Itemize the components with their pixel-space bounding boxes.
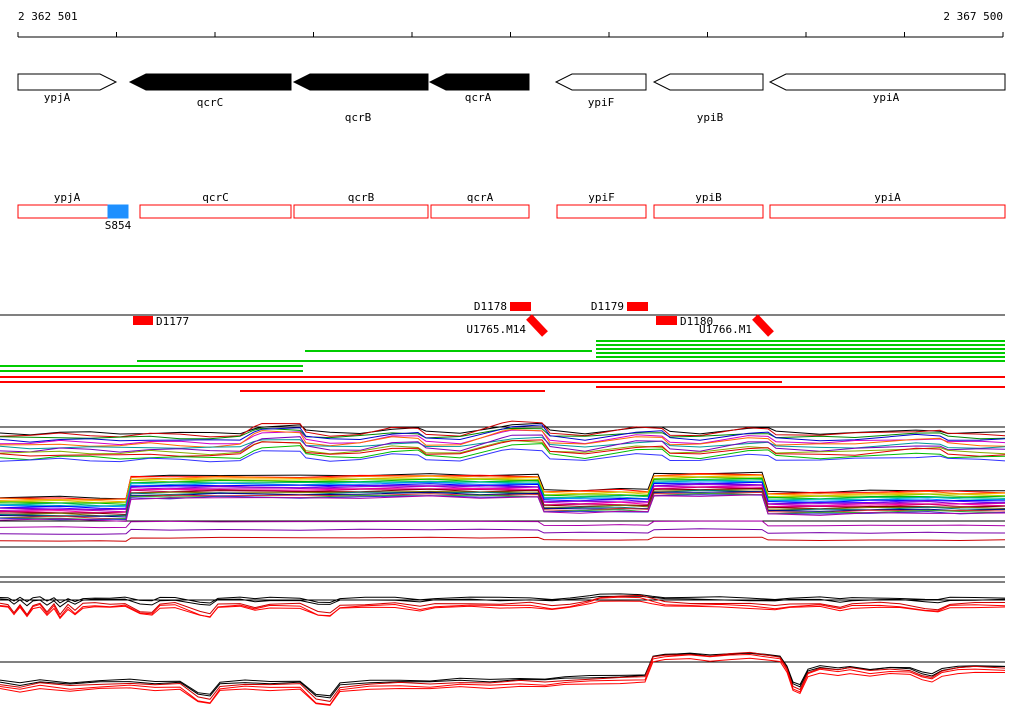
expr-upper-series (0, 443, 1006, 461)
feature-glyph-D1177[interactable] (133, 316, 153, 325)
gene-arrow-qcrC[interactable] (128, 73, 292, 91)
gene-arrow-ypiA[interactable] (768, 73, 1006, 91)
gene-arrow-ypiB[interactable] (652, 73, 764, 91)
cgh-bottom-series (0, 652, 1006, 699)
coordinate-right-label: 2 367 500 (943, 10, 1003, 23)
gene-arrow-track: ypjA qcrC qcrB qcrA ypiF ypiB ypiA (17, 73, 1006, 124)
cgh-mid-series (0, 594, 1005, 616)
gene-arrow-ypjA[interactable] (17, 73, 118, 91)
feature-glyph-U1766.M1[interactable] (752, 314, 774, 337)
gene-arrow-label: qcrA (465, 91, 492, 104)
gene-box-label: ypiF (588, 191, 615, 204)
cgh-bottom-series (0, 657, 1006, 706)
gene-arrow-label: qcrB (345, 111, 372, 124)
expression-plot-area (0, 420, 1006, 706)
gene-box-label: ypiA (874, 191, 901, 204)
expr-upper-series (0, 427, 1006, 440)
gene-box-qcrA[interactable] (430, 204, 530, 219)
feature-glyph-U1765.M14[interactable] (526, 314, 548, 337)
expr-lower-series (0, 481, 1006, 508)
ruler-track (17, 32, 1004, 38)
gene-box-qcrB[interactable] (293, 204, 429, 219)
cgh-mid-series (0, 596, 1006, 619)
gene-arrow-ypiF[interactable] (554, 73, 647, 91)
cgh-bottom-series (0, 651, 1006, 702)
expr-lower-series (0, 491, 1006, 518)
expr-upper-series (0, 428, 1006, 448)
feature-label: D1180 (680, 315, 713, 328)
gene-box-label: ypiB (695, 191, 722, 204)
gene-box-qcrC[interactable] (139, 204, 292, 219)
expr-upper-series (0, 439, 1006, 456)
cgh-mid-series (0, 595, 1006, 608)
feature-label: D1178 (474, 300, 507, 313)
gene-arrow-label: ypiA (873, 91, 900, 104)
expr-extra-series (0, 536, 1006, 542)
feature-label: U1765.M14 (466, 323, 526, 336)
expr-upper-series (0, 424, 1006, 443)
gene-box-label: S854 (105, 219, 132, 232)
gene-box-label: ypjA (54, 191, 81, 204)
gene-box-label: qcrA (467, 191, 494, 204)
gene-arrow-qcrB[interactable] (292, 73, 429, 91)
segment-track (0, 340, 1005, 392)
coordinate-left-label: 2 362 501 (18, 10, 78, 23)
gene-arrow-label: ypiF (588, 96, 615, 109)
gene-box-ypjA[interactable] (17, 204, 117, 219)
cgh-mid-series (0, 600, 1006, 620)
gene-box-ypiB[interactable] (653, 204, 764, 219)
gene-box-label: qcrC (202, 191, 229, 204)
expr-upper-series (0, 448, 1006, 463)
gene-box-track: ypjA qcrC qcrB qcrA ypiF ypiB ypiA S854 (17, 191, 1006, 232)
cgh-bottom-series (0, 652, 1006, 697)
cgh-bottom-series (0, 653, 1006, 706)
expr-extra-series (0, 520, 1006, 529)
expr-extra-series (0, 528, 1006, 535)
expr-upper-series (0, 436, 1006, 450)
gene-box-ypiA[interactable] (769, 204, 1006, 219)
feature-label: U1766.M1 (699, 323, 752, 336)
feature-label: D1179 (591, 300, 624, 313)
cgh-mid-series (0, 593, 1006, 604)
gene-arrow-qcrA[interactable] (428, 73, 530, 91)
expr-upper-series (0, 434, 1006, 453)
gene-box-ypiF[interactable] (556, 204, 647, 219)
gene-box-label: qcrB (348, 191, 375, 204)
expr-upper-series (0, 420, 1006, 438)
gene-arrow-label: ypjA (44, 91, 71, 104)
feature-glyph-D1179[interactable] (627, 302, 648, 311)
feature-glyph-D1178[interactable] (510, 302, 531, 311)
gene-arrow-label: ypiB (697, 111, 724, 124)
feature-label: D1177 (156, 315, 189, 328)
gene-box-S854[interactable] (107, 204, 129, 219)
expr-upper-series (0, 439, 1006, 457)
expr-lower-series (0, 494, 1006, 522)
feature-glyph-D1180[interactable] (656, 316, 677, 325)
gene-arrow-label: qcrC (197, 96, 224, 109)
